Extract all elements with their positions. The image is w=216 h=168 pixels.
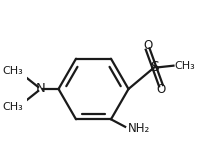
- Text: O: O: [143, 39, 152, 52]
- Text: O: O: [156, 83, 166, 96]
- Text: S: S: [150, 60, 159, 74]
- Text: CH₃: CH₃: [3, 102, 24, 112]
- Text: N: N: [35, 82, 45, 95]
- Text: CH₃: CH₃: [175, 61, 195, 71]
- Text: NH₂: NH₂: [128, 122, 150, 135]
- Text: CH₃: CH₃: [3, 66, 24, 76]
